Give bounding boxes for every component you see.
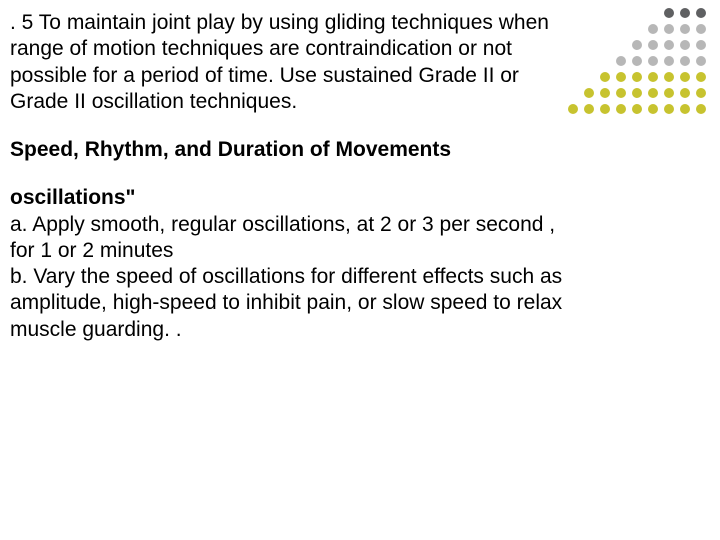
dot-icon	[616, 72, 626, 82]
heading-speed-rhythm: Speed, Rhythm, and Duration of Movements	[10, 137, 580, 163]
dot-icon	[696, 8, 706, 18]
list-item-b: b. Vary the speed of oscillations for di…	[10, 264, 580, 343]
dot-icon	[616, 56, 626, 66]
dot-icon	[680, 104, 690, 114]
dot-icon	[648, 72, 658, 82]
dot-icon	[680, 24, 690, 34]
dot-icon	[680, 8, 690, 18]
dot-icon	[648, 104, 658, 114]
dot-icon	[616, 104, 626, 114]
dot-icon	[664, 56, 674, 66]
dot-icon	[632, 40, 642, 50]
dot-icon	[648, 24, 658, 34]
dot-row	[568, 88, 706, 98]
dot-row	[568, 40, 706, 50]
dot-icon	[696, 24, 706, 34]
dot-icon	[568, 104, 578, 114]
dot-icon	[616, 88, 626, 98]
dot-icon	[648, 40, 658, 50]
dot-icon	[680, 56, 690, 66]
dot-icon	[680, 40, 690, 50]
dot-icon	[696, 88, 706, 98]
dot-icon	[600, 104, 610, 114]
dot-icon	[632, 88, 642, 98]
dot-row	[568, 104, 706, 114]
dot-icon	[664, 24, 674, 34]
dot-icon	[696, 72, 706, 82]
dot-icon	[664, 88, 674, 98]
dot-row	[568, 56, 706, 66]
dot-icon	[632, 104, 642, 114]
dot-icon	[680, 88, 690, 98]
dot-icon	[664, 72, 674, 82]
dot-icon	[664, 8, 674, 18]
dot-row	[568, 72, 706, 82]
dot-icon	[696, 56, 706, 66]
dot-icon	[648, 56, 658, 66]
dot-icon	[584, 88, 594, 98]
dot-icon	[680, 72, 690, 82]
paragraph-joint-play: . 5 To maintain joint play by using glid…	[10, 10, 580, 115]
dot-icon	[664, 40, 674, 50]
dot-icon	[696, 104, 706, 114]
corner-dots-decor	[568, 8, 706, 120]
subheading-oscillations: oscillations"	[10, 185, 580, 211]
dot-icon	[600, 72, 610, 82]
dot-row	[568, 24, 706, 34]
dot-icon	[632, 72, 642, 82]
dot-icon	[584, 104, 594, 114]
dot-icon	[664, 104, 674, 114]
dot-row	[568, 8, 706, 18]
dot-icon	[632, 56, 642, 66]
dot-icon	[696, 40, 706, 50]
list-item-a: a. Apply smooth, regular oscillations, a…	[10, 212, 580, 265]
dot-icon	[648, 88, 658, 98]
dot-icon	[600, 88, 610, 98]
